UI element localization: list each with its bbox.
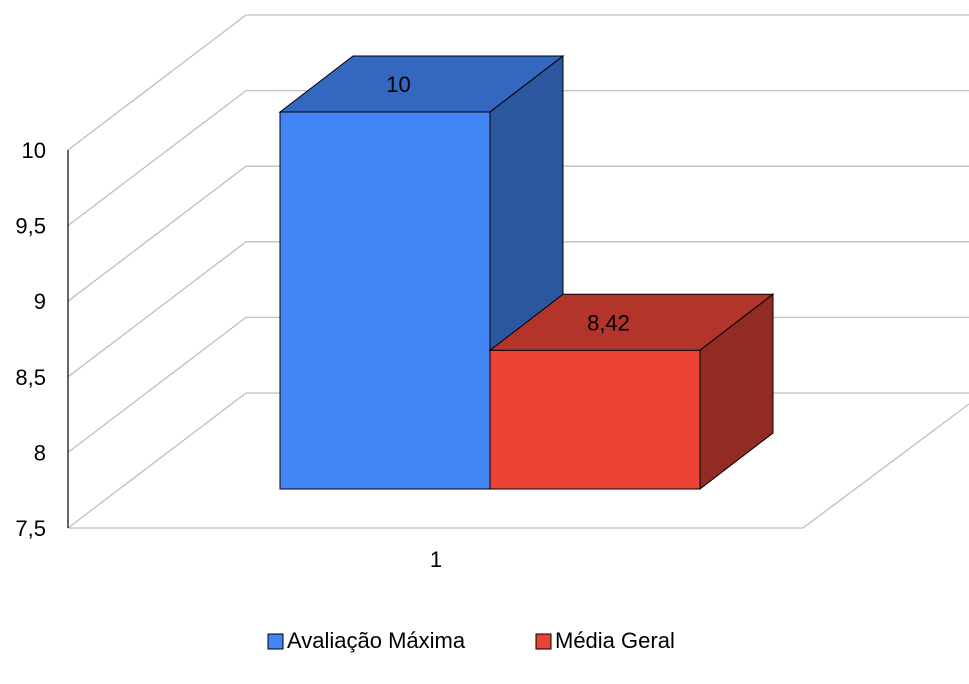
y-tick-label: 10 xyxy=(22,138,46,163)
legend-swatch xyxy=(267,633,284,650)
gridline xyxy=(67,241,969,378)
bar-data-label: 8,42 xyxy=(587,310,630,335)
bar-front xyxy=(279,111,491,490)
gridline xyxy=(67,14,969,151)
y-tick-label: 8,5 xyxy=(15,365,46,390)
y-tick-label: 9,5 xyxy=(15,214,46,239)
y-tick-label: 8 xyxy=(34,440,46,465)
legend-label: Avaliação Máxima xyxy=(287,628,466,653)
y-tick-label: 7,5 xyxy=(15,516,46,541)
legend-label: Média Geral xyxy=(555,628,675,653)
x-category-label: 1 xyxy=(430,547,442,572)
floor-right-edge xyxy=(802,403,969,529)
legend: Avaliação Máxima Média Geral xyxy=(267,628,675,653)
axis-layer: 7,5 8 8,5 9 9,5 10 1 xyxy=(15,138,442,572)
y-tick-label: 9 xyxy=(34,289,46,314)
gridline xyxy=(67,165,969,302)
bar-side xyxy=(699,293,774,491)
gridline xyxy=(67,89,969,227)
legend-swatch xyxy=(535,633,552,650)
bar-layer xyxy=(278,54,775,491)
label-layer: 108,42 xyxy=(386,72,630,335)
bar-front xyxy=(489,349,701,490)
bar-data-label: 10 xyxy=(386,72,410,97)
